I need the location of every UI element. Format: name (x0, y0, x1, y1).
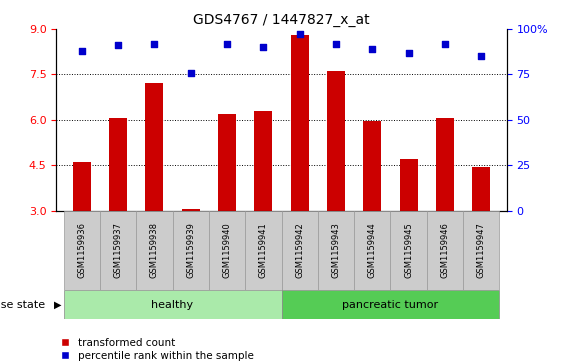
Bar (172, 211, 209, 290)
Point (295, 32, 304, 37)
Point (77, 48, 86, 54)
Bar (400, 159, 418, 211)
Bar (254, 111, 272, 211)
Point (368, 46, 377, 52)
Bar (109, 118, 127, 211)
Point (477, 53, 486, 59)
Bar (136, 211, 172, 290)
Text: disease state: disease state (0, 300, 45, 310)
Text: GSM1159942: GSM1159942 (295, 223, 304, 278)
Text: GSM1159937: GSM1159937 (114, 223, 123, 278)
Bar (245, 211, 282, 290)
Bar (282, 211, 318, 290)
Legend: transformed count, percentile rank within the sample: transformed count, percentile rank withi… (50, 334, 258, 363)
Bar (427, 211, 463, 290)
Text: GSM1159941: GSM1159941 (259, 223, 268, 278)
Text: pancreatic tumor: pancreatic tumor (342, 300, 439, 310)
Bar (472, 167, 490, 211)
Bar (73, 162, 91, 211)
Bar (100, 211, 136, 290)
Point (150, 41, 159, 46)
Bar (182, 209, 200, 211)
Bar (291, 35, 309, 211)
Text: GSM1159938: GSM1159938 (150, 223, 159, 278)
Bar (218, 114, 236, 211)
Bar (436, 118, 454, 211)
Bar (64, 290, 282, 319)
Bar (463, 211, 499, 290)
Bar (363, 121, 381, 211)
Text: GSM1159939: GSM1159939 (186, 223, 195, 278)
Text: GSM1159940: GSM1159940 (222, 223, 231, 278)
Bar (318, 211, 354, 290)
Bar (391, 211, 427, 290)
Point (259, 44, 268, 50)
Text: GSM1159946: GSM1159946 (440, 223, 449, 278)
Point (186, 70, 195, 76)
Point (404, 50, 413, 56)
Bar (64, 211, 100, 290)
Bar (145, 83, 163, 211)
Bar (282, 290, 499, 319)
Bar (209, 211, 245, 290)
Text: ▶: ▶ (53, 300, 61, 310)
Text: GSM1159947: GSM1159947 (477, 223, 486, 278)
Point (222, 41, 231, 46)
Bar (354, 211, 391, 290)
Point (114, 42, 123, 48)
Point (440, 41, 449, 46)
Text: healthy: healthy (151, 300, 194, 310)
Title: GDS4767 / 1447827_x_at: GDS4767 / 1447827_x_at (193, 13, 370, 26)
Text: GSM1159944: GSM1159944 (368, 223, 377, 278)
Text: GSM1159936: GSM1159936 (77, 223, 86, 278)
Point (332, 41, 341, 46)
Bar (327, 72, 345, 211)
Text: GSM1159945: GSM1159945 (404, 223, 413, 278)
Text: GSM1159943: GSM1159943 (332, 223, 341, 278)
